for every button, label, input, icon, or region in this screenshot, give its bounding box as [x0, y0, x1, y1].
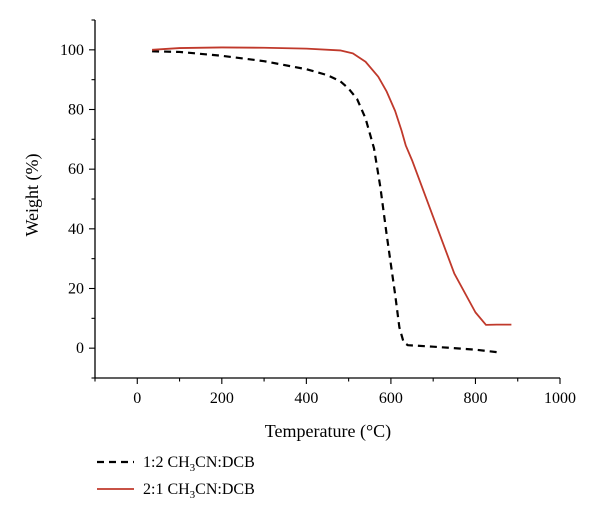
y-axis-title: Weight (%)	[22, 153, 43, 236]
y-tick-label: 20	[68, 281, 84, 298]
series-layer	[152, 46, 512, 354]
series-line-1	[152, 50, 501, 354]
y-tick-label: 40	[68, 221, 84, 238]
x-tick-label: 1000	[544, 390, 576, 407]
x-tick-label: 200	[210, 390, 234, 407]
y-tick-label: 100	[60, 42, 84, 59]
x-tick-label: 0	[133, 390, 141, 407]
series-line-2	[152, 46, 512, 326]
x-tick-label: 600	[379, 390, 403, 407]
axes: 0 200 400 600 800 1000 0 20 40 60 80 100	[60, 19, 576, 407]
legend: 1:2 CH3CN:DCB 2:1 CH3CN:DCB	[97, 454, 255, 501]
legend-label-1: 1:2 CH3CN:DCB	[143, 454, 255, 474]
x-axis-title: Temperature (°C)	[265, 421, 391, 442]
x-tick-label: 800	[463, 390, 487, 407]
y-tick-label: 80	[68, 102, 84, 119]
legend-label-2: 2:1 CH3CN:DCB	[143, 481, 255, 501]
x-tick-label: 400	[294, 390, 318, 407]
y-tick-label: 60	[68, 161, 84, 178]
y-tick-label: 0	[76, 340, 84, 357]
